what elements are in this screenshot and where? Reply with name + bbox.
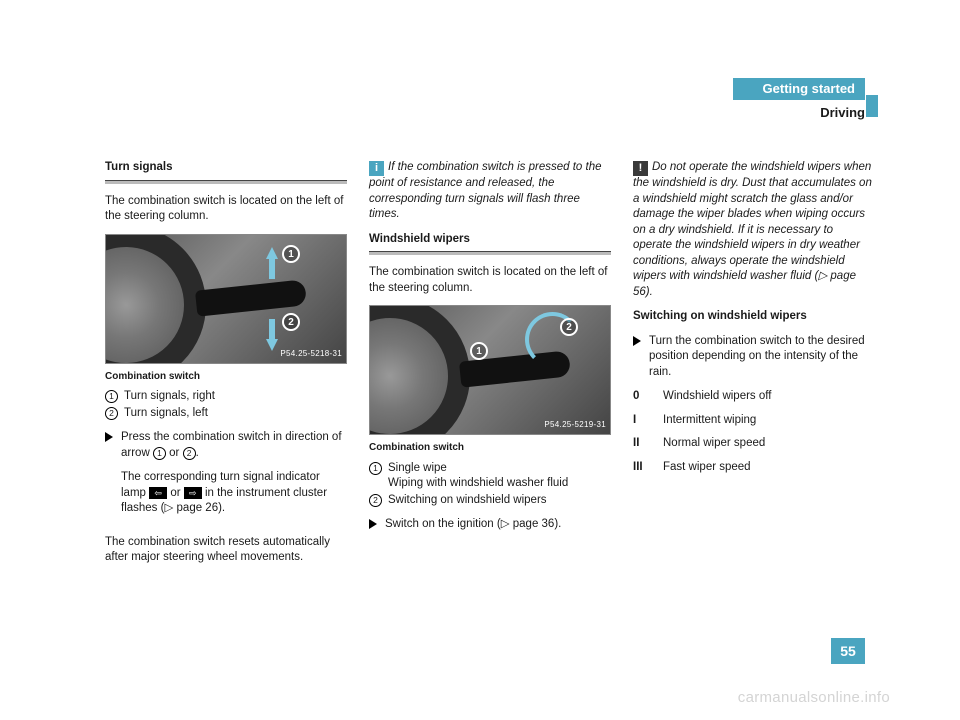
column-3: !Do not operate the windshield wipers wh… xyxy=(633,160,875,575)
circled-number-icon: 1 xyxy=(153,447,166,460)
step-body: Press the combination switch in directio… xyxy=(121,430,347,526)
steering-wheel-graphic xyxy=(105,234,206,364)
legend-text: Switching on windshield wipers xyxy=(388,493,547,509)
legend-text-block: Single wipe Wiping with windshield washe… xyxy=(388,461,568,492)
step-text: Switch on the ignition (▷ page 36). xyxy=(385,517,561,533)
triangle-bullet-icon xyxy=(105,432,113,442)
warning-text: Do not operate the windshield wipers whe… xyxy=(633,161,872,282)
figure-caption: Combination switch xyxy=(369,441,611,455)
heading-rule xyxy=(105,180,347,184)
info-note: iIf the combination switch is pressed to… xyxy=(369,160,611,223)
arrow-up-icon xyxy=(266,247,278,259)
warning-icon: ! xyxy=(633,161,648,176)
topic-heading: Windshield wipers xyxy=(369,232,611,248)
step-item: Press the combination switch in directio… xyxy=(105,430,347,526)
figure-turn-signals: 1 2 P54.25-5218-31 xyxy=(105,234,347,364)
circled-number-icon: 1 xyxy=(369,462,382,475)
setting-key: 0 xyxy=(633,389,651,405)
t: page 36). xyxy=(510,518,562,530)
setting-item: II Normal wiper speed xyxy=(633,436,875,452)
subsection-label: Driving xyxy=(733,104,865,122)
step-list: Turn the combination switch to the desir… xyxy=(633,334,875,381)
figure-wipers: 1 2 P54.25-5219-31 xyxy=(369,305,611,435)
t: or xyxy=(166,447,183,459)
tail-text: The combination switch resets automatica… xyxy=(105,535,347,566)
setting-key: I xyxy=(633,413,651,429)
step-text: Turn the combination switch to the desir… xyxy=(649,334,875,381)
page-number: 55 xyxy=(831,638,865,664)
right-indicator-icon: ⇨ xyxy=(184,487,202,499)
legend-item: 2 Switching on windshield wipers xyxy=(369,493,611,509)
steering-wheel-graphic xyxy=(369,305,470,435)
setting-item: I Intermittent wiping xyxy=(633,413,875,429)
warning-note: !Do not operate the windshield wipers wh… xyxy=(633,160,875,300)
legend-item: 2 Turn signals, left xyxy=(105,406,347,422)
t: page 26). xyxy=(173,502,225,514)
page-ref-icon: ▷ xyxy=(164,502,173,514)
topic-heading: Turn signals xyxy=(105,160,347,176)
heading-rule xyxy=(369,251,611,255)
figure-code: P54.25-5219-31 xyxy=(544,420,606,431)
legend-item: 1 Single wipe Wiping with windshield was… xyxy=(369,461,611,492)
column-2: iIf the combination switch is pressed to… xyxy=(369,160,611,575)
setting-item: III Fast wiper speed xyxy=(633,460,875,476)
legend-text: Turn signals, left xyxy=(124,406,208,422)
step-text: Press the combination switch in directio… xyxy=(121,430,347,461)
left-indicator-icon: ⇦ xyxy=(149,487,167,499)
setting-text: Normal wiper speed xyxy=(663,436,765,452)
setting-text: Intermittent wiping xyxy=(663,413,756,429)
circled-number-icon: 2 xyxy=(369,494,382,507)
step-item: Turn the combination switch to the desir… xyxy=(633,334,875,381)
watermark: carmanualsonline.info xyxy=(738,688,890,708)
legend-list: 1 Turn signals, right 2 Turn signals, le… xyxy=(105,389,347,421)
circled-number-icon: 1 xyxy=(105,390,118,403)
legend-item: 1 Turn signals, right xyxy=(105,389,347,405)
stalk-graphic xyxy=(195,279,307,316)
setting-key: II xyxy=(633,436,651,452)
setting-item: 0 Windshield wipers off xyxy=(633,389,875,405)
callout-2: 2 xyxy=(282,313,300,331)
intro-text: The combination switch is located on the… xyxy=(105,194,347,225)
page-ref-icon: ▷ xyxy=(818,270,827,282)
callout-1: 1 xyxy=(282,245,300,263)
figure-code: P54.25-5218-31 xyxy=(280,349,342,360)
circled-number-icon: 2 xyxy=(183,447,196,460)
callout-1: 1 xyxy=(470,342,488,360)
triangle-bullet-icon xyxy=(633,336,641,346)
t: or xyxy=(167,487,184,499)
setting-text: Fast wiper speed xyxy=(663,460,751,476)
page-body: Turn signals The combination switch is l… xyxy=(105,160,875,575)
legend-text: Turn signals, right xyxy=(124,389,215,405)
legend-text: Wiping with windshield washer fluid xyxy=(388,476,568,492)
step-list: Switch on the ignition (▷ page 36). xyxy=(369,517,611,533)
circled-number-icon: 2 xyxy=(105,407,118,420)
setting-key: III xyxy=(633,460,651,476)
arrow-down-icon xyxy=(266,339,278,351)
figure-caption: Combination switch xyxy=(105,370,347,384)
info-icon: i xyxy=(369,161,384,176)
legend-text: Single wipe xyxy=(388,461,568,477)
page-header: Getting started Driving xyxy=(733,78,865,121)
legend-list: 1 Single wipe Wiping with windshield was… xyxy=(369,461,611,509)
intro-text: The combination switch is located on the… xyxy=(369,265,611,296)
info-text: If the combination switch is pressed to … xyxy=(369,161,602,220)
setting-text: Windshield wipers off xyxy=(663,389,771,405)
settings-list: 0 Windshield wipers off I Intermittent w… xyxy=(633,389,875,475)
t: Switch on the ignition ( xyxy=(385,518,501,530)
step-result: The corresponding turn signal indicator … xyxy=(121,470,347,517)
t: . xyxy=(196,447,199,459)
step-item: Switch on the ignition (▷ page 36). xyxy=(369,517,611,533)
page-ref-icon: ▷ xyxy=(501,518,510,530)
tab-marker xyxy=(866,95,878,117)
sub-heading: Switching on windshield wipers xyxy=(633,309,875,325)
callout-2: 2 xyxy=(560,318,578,336)
step-list: Press the combination switch in directio… xyxy=(105,430,347,526)
column-1: Turn signals The combination switch is l… xyxy=(105,160,347,575)
triangle-bullet-icon xyxy=(369,519,377,529)
section-label: Getting started xyxy=(733,78,865,100)
